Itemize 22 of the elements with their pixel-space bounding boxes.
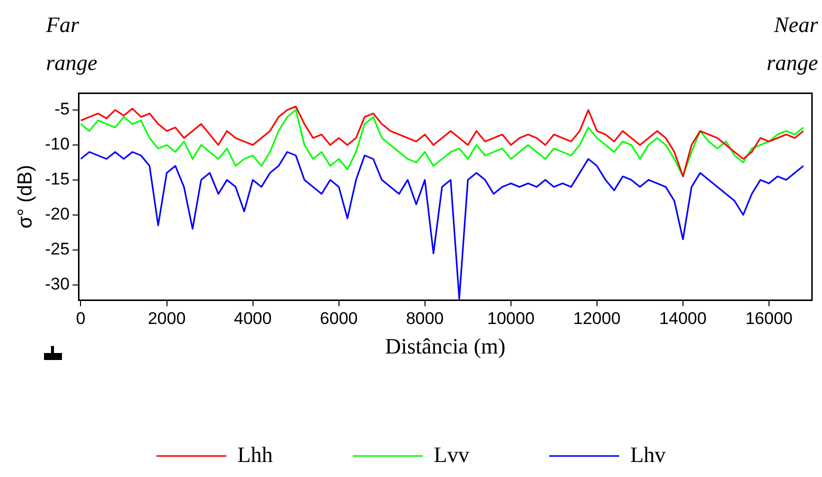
legend-label: Lhh xyxy=(237,442,273,467)
x-tick-label: 4000 xyxy=(234,309,272,328)
text: Near range xyxy=(766,11,818,77)
x-tick-label: 12000 xyxy=(573,309,621,328)
y-tick-label: -25 xyxy=(44,240,70,259)
x-tick-label: 6000 xyxy=(320,309,358,328)
x-tick-label: 0 xyxy=(76,309,86,328)
x-tick-label: 14000 xyxy=(659,309,707,328)
x-tick-label: 2000 xyxy=(148,309,186,328)
y-tick-label: -5 xyxy=(54,100,70,119)
y-axis-title: σ° (dB) xyxy=(14,164,37,229)
y-tick-label: -20 xyxy=(44,204,70,224)
y-tick-label: -30 xyxy=(44,274,70,294)
x-tick-label: 10000 xyxy=(487,309,535,328)
y-tick-label: -15 xyxy=(44,170,70,189)
y-tick-label: -10 xyxy=(44,134,70,154)
legend-label: Lvv xyxy=(434,442,470,467)
x-axis-title: Distância (m) xyxy=(385,334,506,359)
legend-label: Lhv xyxy=(630,442,666,467)
x-tick-label: 8000 xyxy=(406,309,444,328)
text: Far range xyxy=(46,11,98,77)
x-tick-label: 16000 xyxy=(745,309,793,328)
